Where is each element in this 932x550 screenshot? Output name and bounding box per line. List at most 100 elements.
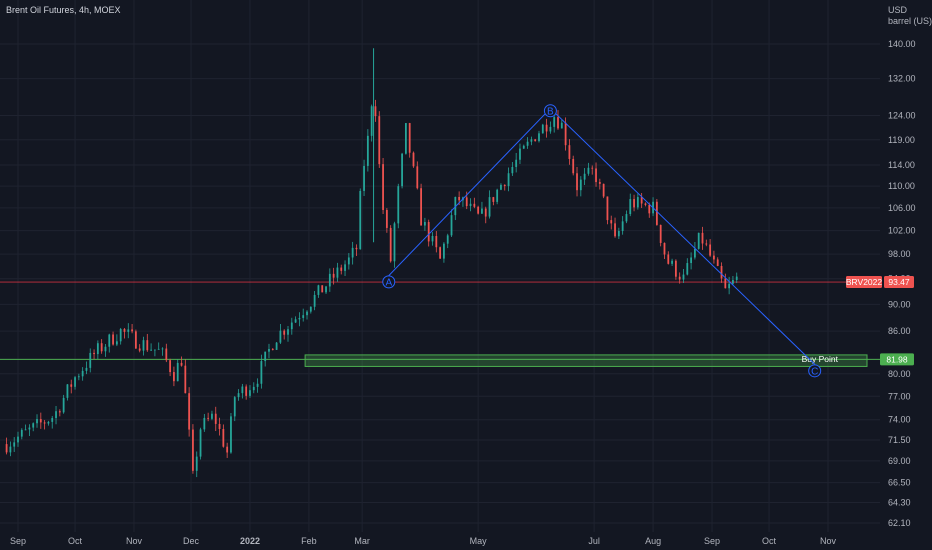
y-tick-label: 132.00 xyxy=(888,74,916,84)
annotations-layer[interactable]: A B C xyxy=(382,104,822,378)
x-tick-label: Oct xyxy=(68,536,83,546)
candle-body xyxy=(268,348,270,352)
candle-body xyxy=(541,124,544,134)
candle-body xyxy=(283,330,286,335)
candle-body xyxy=(363,165,365,191)
candle-body xyxy=(366,135,369,166)
candle-body xyxy=(602,183,605,197)
candle-body xyxy=(667,254,670,264)
x-tick-label: Sep xyxy=(10,536,26,546)
y-tick-label: 98.00 xyxy=(888,249,911,259)
candle-body xyxy=(96,343,99,355)
candle-body xyxy=(180,362,183,366)
candle-body xyxy=(20,429,23,437)
candle-body xyxy=(538,133,540,142)
candle-body xyxy=(484,208,487,217)
candle-body xyxy=(85,367,88,371)
candle-body xyxy=(530,139,533,142)
candle-body xyxy=(614,223,616,237)
x-tick-label: Nov xyxy=(820,536,837,546)
candle-body xyxy=(332,273,335,278)
y-tick-label: 110.00 xyxy=(888,181,915,191)
candle-body xyxy=(252,386,255,391)
candle-body xyxy=(142,340,145,351)
candle-body xyxy=(659,224,662,243)
candle-body xyxy=(298,317,301,320)
candle-body xyxy=(473,203,476,207)
candle-body xyxy=(279,330,282,343)
candle-body xyxy=(131,329,133,332)
candle-body xyxy=(378,116,381,165)
buy-price-tag xyxy=(880,353,914,366)
candle-body xyxy=(317,285,320,295)
candle-body xyxy=(587,167,590,174)
candle-body xyxy=(150,349,152,351)
candle-body xyxy=(241,386,244,394)
candle-body xyxy=(192,429,194,471)
candle-body xyxy=(119,328,122,342)
candle-body xyxy=(553,117,556,127)
candle-body xyxy=(697,232,700,249)
candle-body xyxy=(598,182,601,184)
x-tick-label: Feb xyxy=(301,536,317,546)
candle-body xyxy=(401,153,403,187)
y-tick-label: 64.30 xyxy=(888,497,911,507)
candle-body xyxy=(43,422,46,424)
candle-body xyxy=(47,421,50,424)
wave-point-label: C xyxy=(811,366,818,377)
candle-body xyxy=(302,315,305,318)
candle-body xyxy=(24,429,27,431)
buy-point-label: Buy Point xyxy=(802,354,839,364)
y-tick-label: 62.10 xyxy=(888,518,911,528)
candle-body xyxy=(184,365,187,394)
candle-body xyxy=(617,231,620,237)
candle-body xyxy=(165,348,168,361)
candle-body xyxy=(503,184,506,187)
candle-body xyxy=(195,456,198,471)
wave-point-marker[interactable] xyxy=(543,104,557,118)
candle-body xyxy=(271,348,274,350)
candle-body xyxy=(313,294,316,307)
candle-body xyxy=(397,186,400,224)
candles-layer[interactable] xyxy=(5,48,738,478)
candle-body xyxy=(382,164,384,210)
candle-body xyxy=(287,329,289,335)
wave-point-marker[interactable] xyxy=(808,364,822,378)
candle-body xyxy=(446,235,449,244)
candle-body xyxy=(222,428,225,447)
candle-body xyxy=(427,222,430,242)
candle-body xyxy=(701,232,704,244)
candle-body xyxy=(534,139,537,142)
current-price-tag xyxy=(884,276,914,289)
candle-body xyxy=(492,197,495,202)
candle-body xyxy=(127,329,130,332)
candle-body xyxy=(728,283,731,289)
price-axis[interactable]: 140.00 132.00 124.00 119.00 114.00 110.00 106.… xyxy=(846,39,916,528)
candle-body xyxy=(123,328,126,332)
candle-body xyxy=(264,351,267,362)
candle-body xyxy=(207,417,210,419)
candle-body xyxy=(443,243,445,259)
candle-body xyxy=(690,257,692,264)
time-axis[interactable]: Sep Oct Nov Dec 2022 Feb Mar May Jul Aug Sep Oct Nov xyxy=(10,536,837,546)
candle-body xyxy=(595,168,597,183)
x-tick-label: Mar xyxy=(354,536,370,546)
y-tick-label: 74.00 xyxy=(888,415,911,425)
wave-point-marker[interactable] xyxy=(382,275,396,289)
candle-body xyxy=(328,273,331,287)
y-tick-label: 66.50 xyxy=(888,478,911,488)
candle-body xyxy=(249,390,251,396)
candle-body xyxy=(389,227,392,262)
buy-zone[interactable] xyxy=(304,354,868,367)
y-tick-label: 77.00 xyxy=(888,391,911,401)
candle-body xyxy=(173,372,175,382)
candle-body xyxy=(519,148,521,160)
candle-body xyxy=(408,123,411,153)
candle-body xyxy=(545,124,548,132)
candle-body xyxy=(416,166,419,189)
candle-body xyxy=(648,204,651,214)
candle-body xyxy=(157,348,160,350)
candle-body xyxy=(515,159,518,167)
candle-body xyxy=(294,319,297,323)
